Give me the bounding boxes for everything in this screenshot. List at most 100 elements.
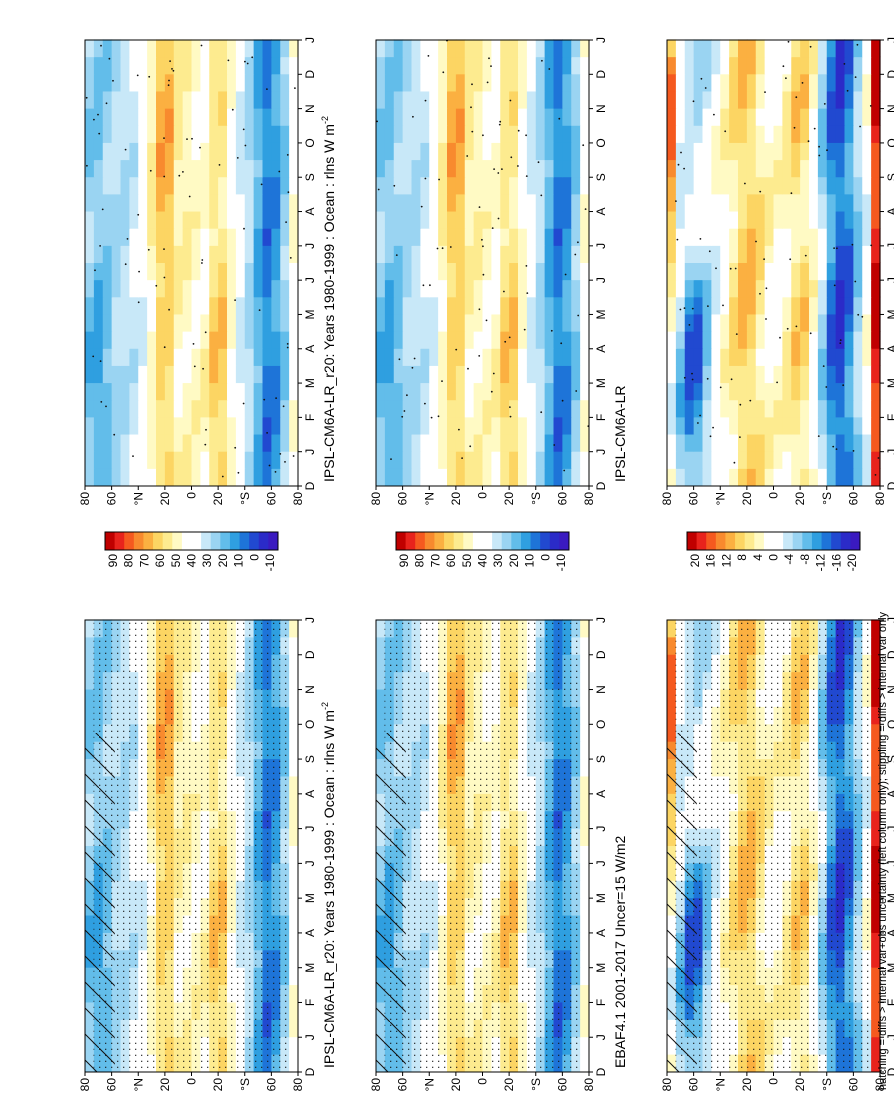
y-tick-label: 20 [158, 492, 172, 506]
heatmap-cell [764, 296, 775, 315]
colorbar-swatch [492, 532, 503, 550]
x-tick-label: N [594, 685, 608, 694]
heatmap-cell [253, 433, 264, 452]
heatmap-cell [720, 468, 730, 486]
heatmap-cell [393, 228, 404, 246]
heatmap-cell [711, 331, 721, 349]
heatmap-cell [580, 688, 590, 707]
heatmap-cell [102, 313, 113, 332]
x-tick-label: J [303, 37, 317, 43]
heatmap-cell [271, 39, 281, 58]
heatmap-cell [826, 159, 837, 178]
heatmap-cell [720, 399, 730, 418]
heatmap-cell [289, 39, 299, 58]
heatmap-cell [244, 416, 255, 435]
heatmap-cell [729, 416, 739, 435]
stipple-dot [138, 270, 140, 273]
heatmap-cell [93, 433, 104, 452]
stipple-dot [560, 342, 563, 345]
colorbar-swatch [530, 532, 541, 550]
heatmap-cell [667, 688, 677, 707]
heatmap-cell [553, 108, 563, 126]
heatmap-cell [85, 619, 95, 638]
stipple-dot [469, 445, 472, 448]
heatmap-cell [738, 451, 748, 469]
heatmap-cell [755, 142, 766, 161]
heatmap-cell [262, 348, 272, 366]
heatmap-cell [262, 39, 272, 58]
heatmap-cell [85, 706, 95, 725]
heatmap-cell [289, 949, 299, 968]
colorbar-tick-label: 50 [460, 554, 474, 568]
heatmap-cell [667, 654, 677, 673]
heatmap-cell [102, 348, 113, 366]
stipple-dot [763, 258, 765, 261]
heatmap-cell [455, 416, 466, 435]
heatmap-cell [102, 296, 113, 315]
heatmap-cell [253, 108, 264, 126]
heatmap-cell [755, 468, 766, 486]
heatmap-cell [244, 348, 255, 366]
heatmap-cell [764, 331, 775, 349]
heatmap-cell [755, 108, 766, 126]
y-tick-label: 60 [105, 492, 119, 506]
heatmap-cell [138, 176, 148, 195]
heatmap-cell [93, 228, 104, 246]
panel-bias-ipsl: DJFMAMJJASONDJ8060°N20020°S6080IPSL-CM6A… [660, 531, 894, 1091]
heatmap-cell [826, 108, 837, 126]
panel-inner: DJFMAMJJASONDJ8060°N20020°S6080IPSL-CM6A… [660, 37, 894, 505]
heatmap-cell [384, 176, 395, 195]
heatmap-cell [702, 399, 712, 418]
heatmap-cell [182, 433, 193, 452]
heatmap-cell [773, 262, 783, 281]
heatmap-cell [218, 382, 228, 401]
heatmap-cell [862, 193, 872, 212]
colorbar-swatch [472, 532, 483, 550]
heatmap-cell [376, 399, 386, 418]
heatmap-cell [271, 262, 281, 281]
heatmap-cell [164, 142, 175, 161]
heatmap-cell [693, 90, 704, 109]
heatmap-cell [376, 159, 386, 178]
heatmap-cell [580, 399, 590, 418]
stipple-dot [688, 323, 691, 326]
heatmap-cell [102, 382, 113, 401]
heatmap-cell [200, 245, 210, 263]
heatmap-cell [262, 468, 272, 486]
heatmap-cell [720, 176, 730, 195]
heatmap-cell [384, 313, 395, 332]
heatmap-cell [200, 125, 210, 143]
heatmap-cell [518, 193, 528, 212]
heatmap-cell [438, 39, 448, 58]
heatmap-cell [235, 245, 246, 263]
heatmap-cell [844, 142, 854, 161]
y-tick-label: 0 [476, 1078, 490, 1085]
heatmap-cell [402, 365, 413, 384]
heatmap-cell [509, 125, 519, 143]
stipple-dot [683, 307, 686, 309]
colorbar-swatch [424, 532, 435, 550]
colorbar-tick-label: 30 [491, 554, 505, 568]
heatmap-cell [429, 279, 439, 298]
heatmap-cell [85, 348, 95, 366]
heatmap-cell [544, 108, 555, 126]
heatmap-cell [289, 723, 299, 742]
heatmap-cell [800, 433, 810, 452]
heatmap-cell [455, 365, 466, 384]
heatmap-cell [120, 296, 130, 315]
y-tick-label: 60 [264, 492, 278, 506]
heatmap-cell [156, 176, 166, 195]
heatmap-cell [455, 382, 466, 401]
heatmap-cell [129, 279, 139, 298]
heatmap-cell [562, 108, 572, 126]
heatmap-cell [473, 142, 484, 161]
heatmap-cell [693, 451, 704, 469]
heatmap-cell [482, 468, 492, 486]
colorbar: 20 16 12 8 4 0 -4 -8 -12 -16 -20 [686, 531, 861, 571]
heatmap-cell [782, 56, 792, 75]
heatmap-cell [509, 416, 519, 435]
heatmap-cell [684, 331, 695, 349]
stipple-dot [132, 455, 134, 457]
heatmap-cell [482, 348, 492, 366]
heatmap-cell [182, 416, 193, 435]
